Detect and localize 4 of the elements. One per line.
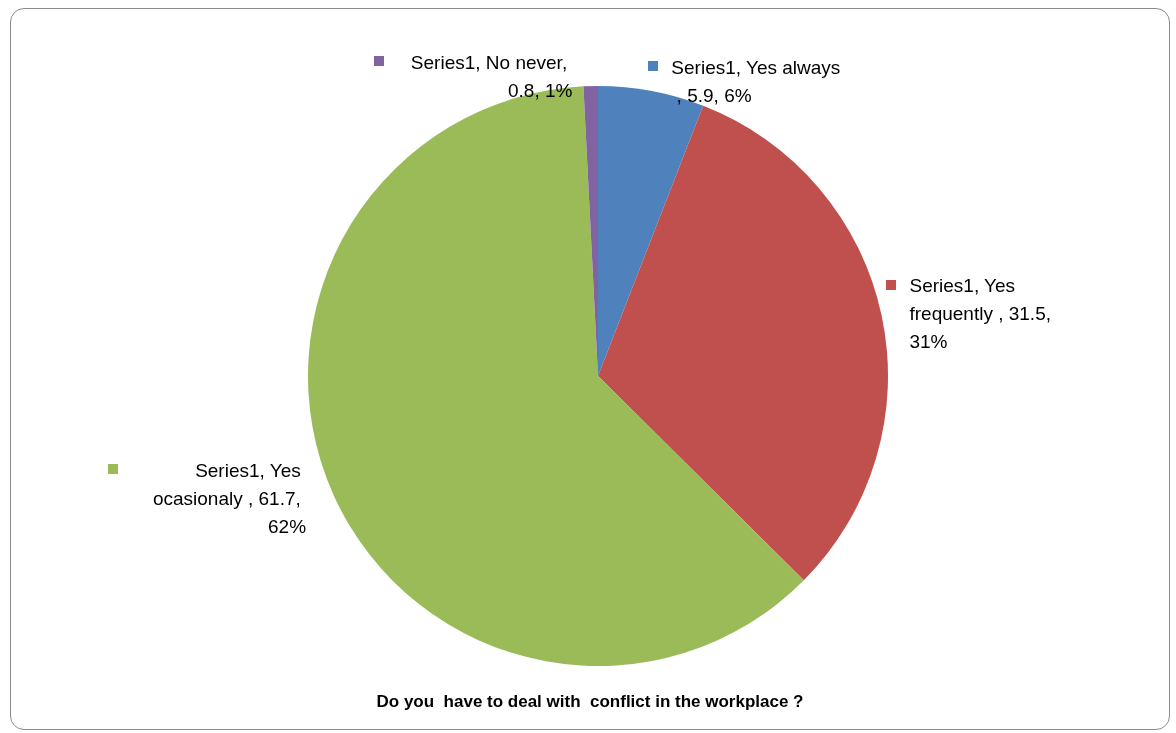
legend-label: Series1, Yes frequently , 31.5, 31% xyxy=(909,275,1057,353)
text: Do you have to deal with conflict in the workplace ? xyxy=(376,692,804,711)
legend-label: Series1, Yes always , 5.9, 6% xyxy=(671,56,841,106)
slice-label: Series1, Yes ocasionaly , 61.7, 62% xyxy=(152,459,307,537)
